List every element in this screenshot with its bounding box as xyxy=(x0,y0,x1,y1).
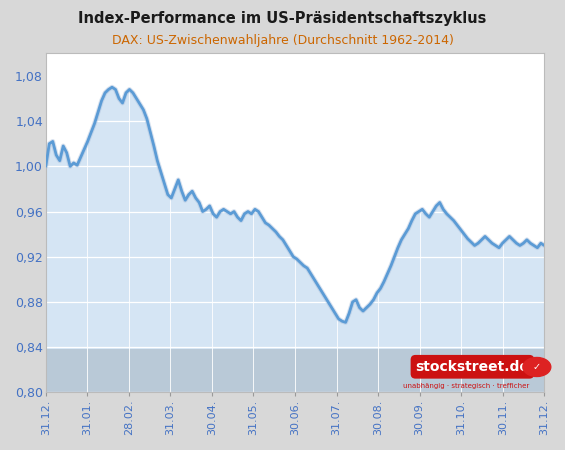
Text: ✓: ✓ xyxy=(533,362,541,372)
Text: Index-Performance im US-Präsidentschaftszyklus: Index-Performance im US-Präsidentschafts… xyxy=(79,11,486,26)
Circle shape xyxy=(523,357,551,377)
Text: DAX: US-Zwischenwahljahre (Durchschnitt 1962-2014): DAX: US-Zwischenwahljahre (Durchschnitt … xyxy=(111,34,454,47)
Text: unabhängig · strategisch · trefficher: unabhängig · strategisch · trefficher xyxy=(403,383,529,389)
Text: stockstreet.de: stockstreet.de xyxy=(415,360,529,374)
Bar xyxy=(46,350,544,392)
